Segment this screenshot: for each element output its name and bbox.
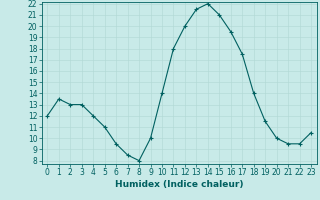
X-axis label: Humidex (Indice chaleur): Humidex (Indice chaleur) xyxy=(115,180,244,189)
